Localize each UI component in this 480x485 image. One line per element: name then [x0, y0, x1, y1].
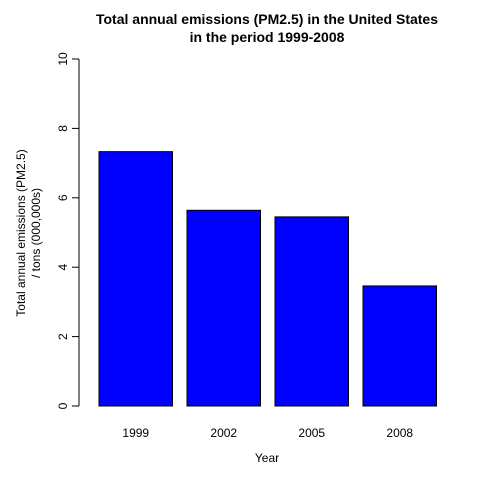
bar-1999: [98, 151, 173, 407]
chart-title-line2: in the period 1999-2008: [190, 29, 345, 45]
y-tick-label: 8: [56, 125, 70, 132]
y-axis-label-line2: / tons (000,000s): [29, 188, 43, 278]
bar-2008: [362, 285, 437, 407]
x-tick-label-2008: 2008: [386, 426, 413, 440]
x-tick-label-1999: 1999: [122, 426, 149, 440]
chart-title-line1: Total annual emissions (PM2.5) in the Un…: [96, 11, 438, 27]
y-tick-label: 2: [56, 333, 70, 340]
bar-2005: [274, 216, 349, 407]
y-tick-label: 10: [56, 52, 70, 66]
x-axis-label: Year: [255, 451, 279, 465]
x-tick-label-2002: 2002: [210, 426, 237, 440]
x-tick-labels: 1999 2002 2005 2008: [122, 426, 413, 440]
x-tick-label-2005: 2005: [298, 426, 325, 440]
bar-2002: [186, 209, 261, 407]
y-tick-label: 4: [56, 264, 70, 271]
y-axis: 0 2 4 6 8 10: [56, 52, 80, 409]
y-axis-label-line1: Total annual emissions (PM2.5): [14, 149, 28, 316]
y-tick-label: 6: [56, 194, 70, 201]
y-tick-label: 0: [56, 402, 70, 409]
bars: [98, 151, 437, 407]
